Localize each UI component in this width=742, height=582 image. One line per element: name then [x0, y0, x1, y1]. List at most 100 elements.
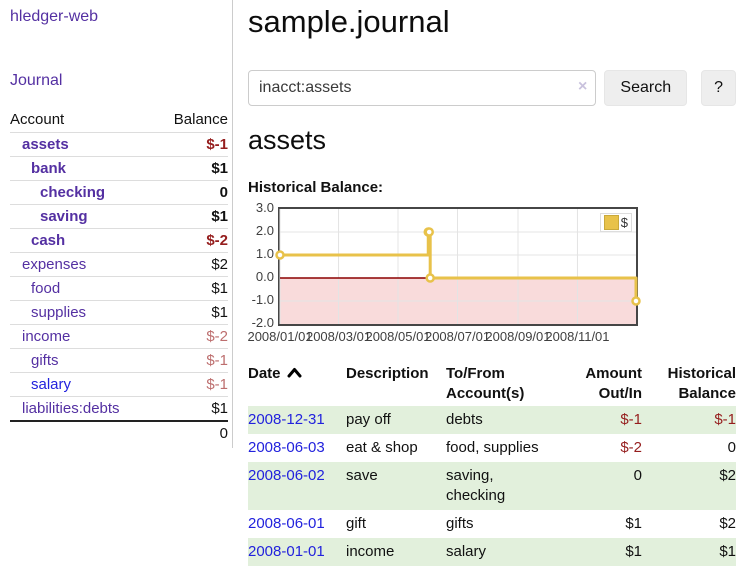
register-header-date[interactable]: Date [248, 362, 346, 406]
register-table: Date Description To/From Account(s) Amou… [248, 362, 736, 566]
help-button[interactable]: ? [701, 70, 736, 106]
register-header-accounts: To/From Account(s) [446, 362, 550, 406]
register-accounts-cell: food, supplies [446, 439, 539, 456]
account-name-cell: assets [10, 132, 156, 157]
account-row: cash $-2 [10, 228, 228, 253]
clear-search-icon[interactable]: × [578, 78, 588, 95]
account-balance: $-1 [155, 132, 228, 157]
account-link-saving[interactable]: saving [40, 208, 88, 225]
register-balance-cell: $2 [719, 515, 736, 532]
register-description-cell: eat & shop [346, 439, 418, 456]
account-name-cell: income [10, 324, 156, 349]
register-header-description: Description [346, 365, 429, 382]
sidebar: hledger-web Journal Account Balance asse… [0, 0, 233, 448]
historical-balance-chart: $3.0 2.0 1.0 0.0 -1.0 -2.0 2008/01/01 2008/03/0… [247, 200, 736, 345]
search-form: × Search ? [248, 70, 736, 106]
y-axis-tick-label: 2.0 [255, 223, 274, 238]
account-link-food[interactable]: food [31, 280, 61, 297]
register-balance-cell: $1 [719, 543, 736, 560]
account-row: liabilities:debts $1 [10, 396, 228, 421]
balance-header-line1: Historical [667, 365, 736, 382]
register-header-row: Date Description To/From Account(s) Amou… [248, 362, 736, 406]
account-link-bank[interactable]: bank [31, 160, 67, 177]
transaction-date-link[interactable]: 2008-06-03 [248, 439, 325, 456]
register-amount-cell: $-2 [620, 439, 642, 456]
account-row: saving $1 [10, 204, 228, 229]
register-row: 2008-06-01 gift gifts $1 $2 [248, 510, 736, 538]
account-name-cell: gifts [10, 348, 156, 373]
register-row: 2008-06-02 save saving, checking 0 $2 [248, 462, 736, 510]
sort-ascending-icon [287, 368, 302, 378]
x-axis-tick-label: 2008/09/01 [485, 329, 551, 344]
brand-link[interactable]: hledger-web [10, 8, 99, 25]
account-name-cell: supplies [10, 300, 156, 325]
register-accounts-cell: debts [446, 411, 483, 428]
transaction-date-link[interactable]: 2008-12-31 [248, 411, 325, 428]
account-name-cell: food [10, 276, 156, 301]
account-name-cell: salary [10, 372, 156, 397]
transaction-date-link[interactable]: 2008-01-01 [248, 543, 325, 560]
legend-label: $ [620, 215, 628, 230]
search-input-wrap: × [248, 70, 597, 106]
account-row: expenses $2 [10, 252, 228, 277]
register-accounts-cell: gifts [446, 515, 474, 532]
balance-header-line2: Balance [678, 385, 736, 402]
account-row: salary $-1 [10, 372, 228, 397]
x-axis-tick-label: 2008/07/01 [424, 329, 491, 344]
account-link-cash[interactable]: cash [31, 232, 66, 249]
account-link-salary[interactable]: salary [31, 376, 72, 393]
register-accounts-cell: salary [446, 543, 487, 560]
register-header-amount: Amount Out/In [550, 362, 642, 406]
accounts-header-line1: To/From [446, 365, 505, 382]
account-name-cell: liabilities:debts [10, 396, 156, 421]
y-axis-tick-label: 1.0 [255, 246, 274, 261]
register-balance-cell: $2 [719, 467, 736, 484]
accounts-header-balance: Balance [173, 111, 228, 128]
register-row: 2008-01-01 income salary $1 $1 [248, 538, 736, 566]
x-axis-tick-label: 2008/03/01 [305, 329, 372, 344]
transaction-date-link[interactable]: 2008-06-02 [248, 467, 325, 484]
account-row: food $1 [10, 276, 228, 301]
transaction-date-link[interactable]: 2008-06-01 [248, 515, 325, 532]
register-date-cell: 2008-06-01 [248, 510, 346, 538]
account-balance: $-2 [155, 228, 228, 253]
account-link-supplies[interactable]: supplies [31, 304, 87, 321]
account-name-cell: cash [10, 228, 156, 253]
account-link-income[interactable]: income [22, 328, 71, 345]
search-button[interactable]: Search [604, 70, 688, 106]
y-axis-tick-label: 3.0 [255, 200, 274, 215]
register-amount-cell: $1 [625, 515, 642, 532]
account-heading: assets [248, 125, 327, 155]
x-axis-tick-label: 2008/11/01 [545, 329, 610, 344]
accounts-total-spacer [10, 420, 156, 445]
account-link-liabilities-debts[interactable]: liabilities:debts [22, 400, 120, 417]
accounts-total-row: 0 [10, 420, 228, 445]
account-link-expenses[interactable]: expenses [22, 256, 87, 273]
chart-title: Historical Balance: [248, 179, 384, 196]
account-link-assets[interactable]: assets [22, 136, 69, 153]
account-name-cell: checking [10, 180, 156, 205]
account-link-gifts[interactable]: gifts [31, 352, 59, 369]
register-balance-cell: $-1 [714, 411, 736, 428]
account-row: assets $-1 [10, 132, 228, 157]
x-axis-tick-label: 2008/05/01 [365, 329, 431, 344]
register-description-cell: gift [346, 515, 367, 532]
register-description-cell: pay off [346, 411, 391, 428]
search-input[interactable] [248, 70, 597, 106]
account-name-cell: saving [10, 204, 156, 229]
accounts-header-row: Account Balance [10, 108, 228, 133]
account-row: bank $1 [10, 156, 228, 181]
account-link-checking[interactable]: checking [40, 184, 106, 201]
register-description-cell: income [346, 543, 395, 560]
register-date-cell: 2008-06-03 [248, 434, 346, 462]
page-title: sample.journal [248, 4, 450, 39]
account-balance: $1 [155, 276, 228, 301]
register-header-balance: Historical Balance [642, 362, 736, 406]
account-name-cell: expenses [10, 252, 156, 277]
register-balance-cell: 0 [727, 439, 736, 456]
nav-journal-link[interactable]: Journal [10, 72, 63, 89]
accounts-header-line2: Account(s) [446, 385, 525, 402]
account-row: supplies $1 [10, 300, 228, 325]
accounts-total-value: 0 [155, 420, 228, 445]
account-balance: 0 [155, 180, 228, 205]
